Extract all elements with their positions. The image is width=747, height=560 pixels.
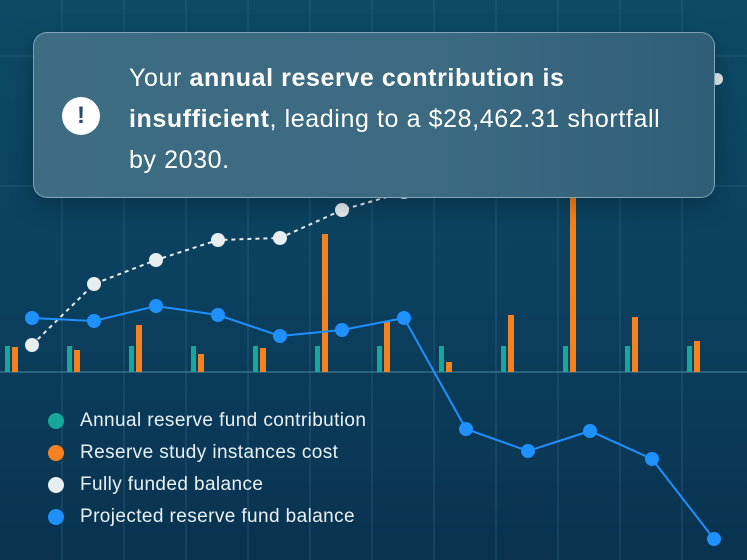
point-fully-funded — [149, 253, 163, 267]
legend-swatch-projected — [48, 509, 64, 525]
bar-cost — [384, 322, 390, 372]
bar-cost — [508, 315, 514, 372]
chart-legend: Annual reserve fund contribution Reserve… — [48, 405, 366, 533]
point-projected — [87, 314, 101, 328]
point-projected — [521, 444, 535, 458]
point-projected — [211, 308, 225, 322]
bar-contribution — [129, 346, 134, 372]
bar-contribution — [377, 346, 382, 372]
bar-contribution — [5, 346, 10, 372]
legend-swatch-cost — [48, 445, 64, 461]
bar-cost — [12, 347, 18, 372]
legend-label-contribution: Annual reserve fund contribution — [80, 410, 367, 431]
legend-label-cost: Reserve study instances cost — [80, 442, 339, 463]
point-projected — [707, 532, 721, 546]
legend-swatch-fully-funded — [48, 477, 64, 493]
point-fully-funded — [273, 231, 287, 245]
bar-contribution — [315, 346, 320, 372]
point-projected — [645, 452, 659, 466]
bar-cost — [260, 348, 266, 372]
point-fully-funded — [335, 203, 349, 217]
line-projected — [31, 304, 715, 540]
legend-item-cost: Reserve study instances cost — [48, 437, 366, 469]
bar-contribution — [191, 346, 196, 372]
bar-cost — [694, 341, 700, 372]
alert-text-prefix: Your — [129, 64, 190, 92]
point-fully-funded — [87, 277, 101, 291]
bar-cost — [198, 354, 204, 372]
point-projected — [273, 329, 287, 343]
alert-message: Your annual reserve contribution is insu… — [129, 58, 689, 181]
legend-item-contribution: Annual reserve fund contribution — [48, 405, 366, 437]
alert-text-suffix: , leading to a $28,462.31 shortfall by 2… — [129, 105, 661, 174]
legend-label-projected: Projected reserve fund balance — [80, 506, 355, 527]
point-projected — [583, 424, 597, 438]
bar-cost — [570, 192, 576, 372]
bar-contribution — [439, 346, 444, 372]
bar-cost — [136, 325, 142, 372]
point-projected — [149, 299, 163, 313]
bar-cost — [446, 362, 452, 372]
legend-item-fully-funded: Fully funded balance — [48, 469, 366, 501]
alert-text-bold: annual reserve contribution is insuffici… — [129, 64, 565, 133]
bar-contribution — [501, 346, 506, 372]
shortfall-alert: ! Your annual reserve contribution is in… — [33, 32, 715, 198]
point-fully-funded — [211, 233, 225, 247]
bar-contribution — [67, 346, 72, 372]
point-projected — [335, 323, 349, 337]
bar-cost — [632, 317, 638, 372]
legend-label-fully-funded: Fully funded balance — [80, 474, 264, 495]
bar-contribution — [625, 346, 630, 372]
legend-swatch-contribution — [48, 413, 64, 429]
legend-item-projected: Projected reserve fund balance — [48, 501, 366, 533]
point-projected — [459, 422, 473, 436]
bar-contribution — [563, 346, 568, 372]
bar-cost — [74, 350, 80, 372]
point-fully-funded — [25, 338, 39, 352]
bar-cost — [322, 234, 328, 372]
bar-contribution — [687, 346, 692, 372]
point-projected — [25, 311, 39, 325]
point-projected — [397, 311, 411, 325]
exclamation-icon: ! — [62, 97, 100, 135]
bar-contribution — [253, 346, 258, 372]
